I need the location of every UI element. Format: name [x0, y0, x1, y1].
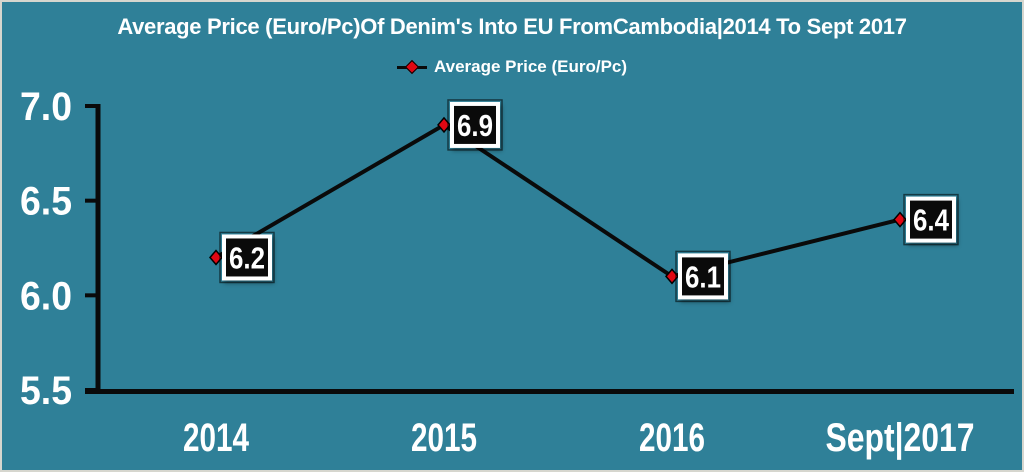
chart-title: Average Price (Euro/Pc)Of Denim's Into E… [117, 14, 907, 39]
x-axis-label: 2014 [183, 416, 250, 460]
legend-label: Average Price (Euro/Pc) [433, 57, 628, 76]
y-axis-label: 6.5 [20, 180, 72, 224]
data-label-box [678, 253, 728, 300]
data-label-value: 6.4 [913, 203, 950, 238]
x-axis-line [85, 389, 1014, 394]
y-axis-tick [85, 388, 99, 392]
data-label-outline [447, 99, 503, 151]
y-axis-line [95, 104, 101, 394]
data-label-outline [903, 193, 959, 246]
y-axis-tick [85, 104, 99, 108]
series-line [214, 122, 902, 279]
y-axis-tick [85, 293, 99, 298]
y-axis-label: 7.0 [20, 85, 72, 129]
data-label-outline [219, 231, 275, 284]
data-label-outline [675, 250, 731, 303]
data-label-value: 6.9 [457, 108, 493, 143]
y-axis-label: 6.0 [20, 274, 72, 318]
x-axis-label: 2016 [639, 416, 705, 460]
data-label-value: 6.1 [685, 259, 721, 294]
data-label-box [222, 234, 272, 281]
legend: Average Price (Euro/Pc) [2, 57, 1022, 77]
legend-line-marker [396, 59, 427, 75]
x-axis-label: Sept|2017 [826, 416, 975, 460]
y-axis-label: 5.5 [20, 369, 72, 413]
data-label-box [906, 196, 956, 243]
y-axis-tick [85, 198, 99, 203]
data-label-box [450, 101, 500, 148]
x-axis-label: 2015 [411, 416, 477, 460]
data-label-value: 6.2 [229, 240, 265, 275]
